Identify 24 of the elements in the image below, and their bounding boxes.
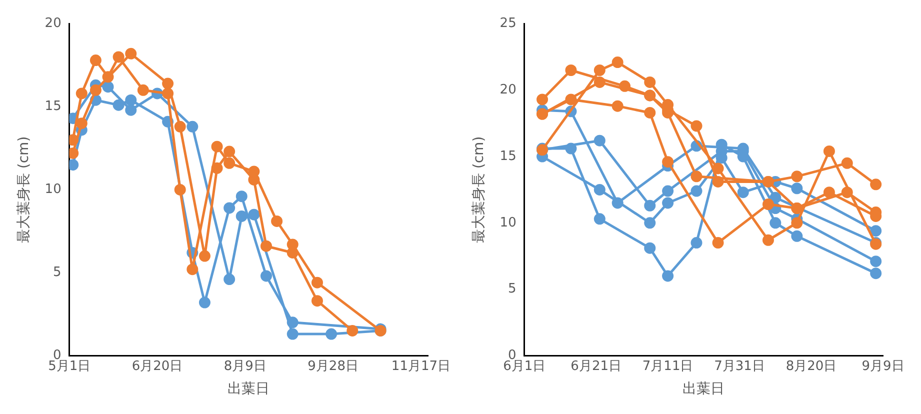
y-axis-title: 最大葉身長 (cm)	[471, 136, 488, 244]
x-tick-label: 6月1日	[503, 358, 546, 374]
y-tick-label: 10	[44, 182, 62, 198]
y-tick-label: 15	[500, 148, 516, 164]
y-tick-label: 5	[508, 282, 516, 297]
x-tick-label: 8月9日	[224, 358, 266, 374]
x-tick-label: 7月11日	[642, 358, 694, 374]
x-tick-label: 8月20日	[786, 358, 837, 374]
x-tick-label: 5月1日	[48, 358, 91, 374]
y-tick-label: 10	[500, 215, 516, 230]
x-tick-label: 11月17日	[391, 358, 451, 374]
x-axis-title: 出葉日	[682, 381, 725, 398]
x-tick-label: 7月31日	[714, 358, 765, 374]
y-tick-label: 15	[44, 99, 62, 114]
x-tick-label: 9月9日	[862, 358, 904, 374]
y-tick-label: 25	[500, 16, 516, 32]
x-axis-title: 出葉日	[228, 381, 270, 398]
y-tick-label: 20	[500, 82, 516, 98]
x-tick-label: 6月21日	[570, 358, 622, 374]
y-axis-title: 最大葉身長 (cm)	[16, 136, 32, 244]
x-tick-label: 9月28日	[308, 358, 358, 374]
y-tick-label: 20	[44, 16, 62, 32]
x-tick-label: 6月20日	[132, 358, 183, 374]
y-tick-label: 5	[53, 265, 62, 280]
